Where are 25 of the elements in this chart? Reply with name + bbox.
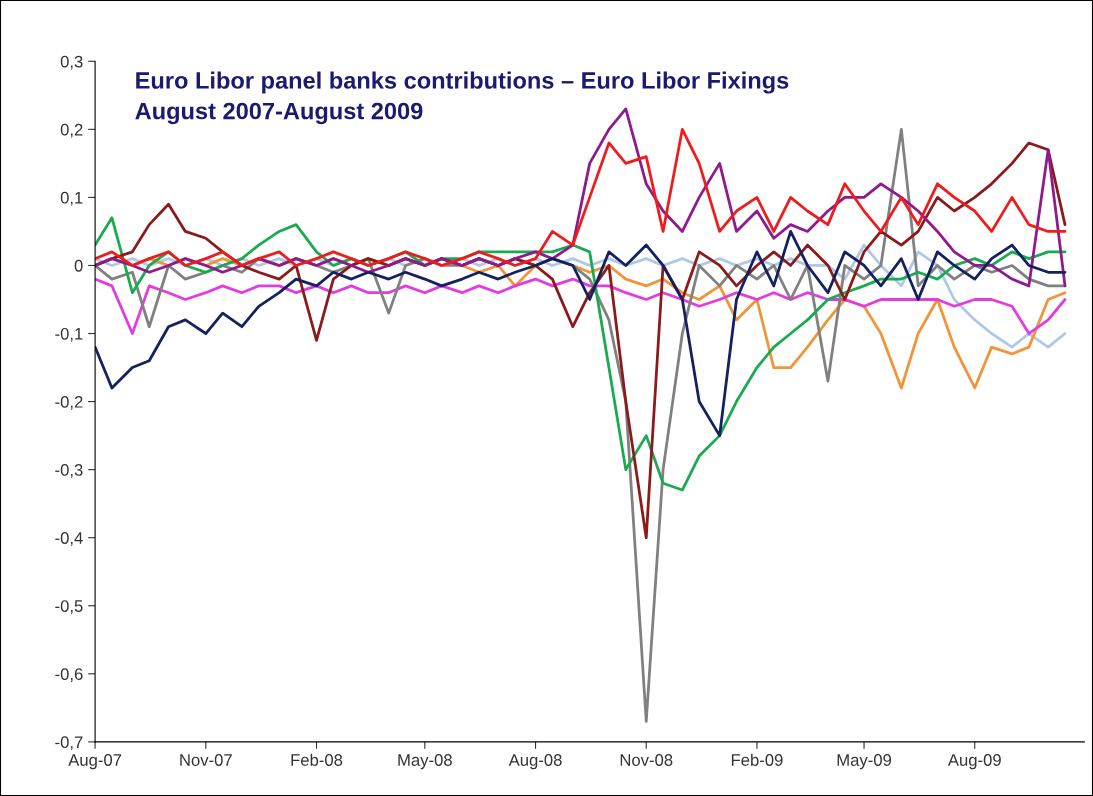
x-tick-label: Aug-08 — [508, 754, 562, 770]
chart-title: Euro Libor panel banks contributions – Euro Libor Fixings — [136, 71, 789, 94]
y-tick-label: -0,1 — [55, 327, 83, 342]
x-tick-label: May-08 — [398, 754, 452, 770]
y-tick-label: -0,2 — [55, 395, 83, 410]
y-tick-label: 0,1 — [60, 191, 83, 206]
x-tick-label: May-09 — [837, 754, 892, 770]
y-tick-label: 0 — [74, 259, 83, 272]
x-tick-label: Feb-08 — [291, 753, 343, 766]
x-tick-label: Aug-07 — [68, 754, 122, 770]
line-series — [95, 127, 1067, 267]
y-tick-label: 0,2 — [60, 123, 83, 138]
y-tick-label: -0,4 — [55, 532, 83, 546]
y-tick-label: -0,5 — [55, 600, 83, 614]
x-tick-label: Nov-08 — [620, 754, 673, 766]
y-tick-label: -0,3 — [55, 464, 83, 478]
x-tick-label: Nov-07 — [180, 754, 232, 766]
y-tick-label: -0,7 — [55, 736, 83, 751]
y-tick-label: 0,3 — [60, 55, 83, 70]
text: August 2007-August 2009 — [135, 102, 423, 125]
line-series — [95, 277, 1067, 335]
x-tick-label: Feb-09 — [731, 753, 783, 766]
line-series — [95, 230, 1067, 437]
x-tick-label: Aug-09 — [947, 754, 1001, 770]
y-tick-label: -0,6 — [55, 668, 83, 682]
